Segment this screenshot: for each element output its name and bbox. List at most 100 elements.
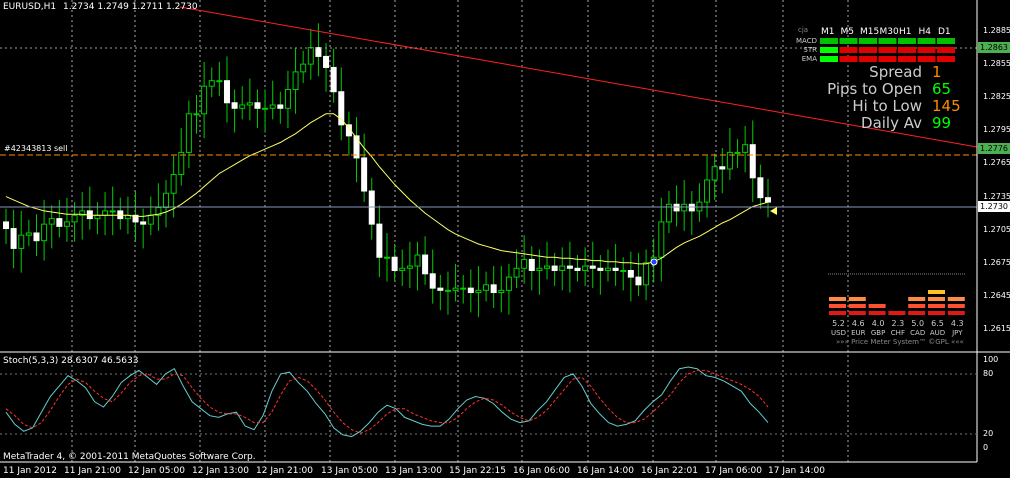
stoch-label: Stoch(5,3,3) 28.6307 46.5633 [3, 356, 139, 366]
candle-body [544, 265, 551, 269]
symbol-label: EURUSD,H1 [3, 2, 57, 12]
candle-body [559, 265, 566, 271]
candle-body [231, 102, 238, 109]
candle-body [140, 221, 147, 225]
meter-value-aud: 6.5 [931, 319, 944, 328]
candle-body [338, 91, 345, 126]
candle-body [490, 284, 497, 294]
candle-body [109, 210, 116, 213]
candle-body [292, 71, 299, 91]
time-axis-label: 17 Jan 14:00 [768, 466, 825, 476]
candle-body [170, 173, 177, 194]
stoch-main-line [5, 366, 769, 438]
candle-body [163, 192, 170, 209]
mtf-cell [917, 56, 936, 62]
mtf-cell [898, 56, 916, 62]
candle-body [315, 47, 322, 57]
meter-bar [868, 304, 886, 308]
mtf-cell [839, 56, 858, 62]
candle-body [673, 203, 680, 212]
stoch-axis-0: 0 [983, 443, 989, 452]
meter-value-jpy: 4.3 [950, 319, 964, 328]
candle-body [422, 254, 429, 275]
meter-bar [947, 311, 965, 315]
meter-bar [848, 304, 866, 308]
bid-arrow-icon [770, 207, 777, 215]
price-tag-bid: 1.2730 [978, 201, 1010, 212]
candle-body [368, 190, 375, 225]
trendline[interactable] [179, 6, 978, 148]
meter-bar [829, 297, 846, 301]
vertical-grid [71, 0, 849, 462]
time-axis-label: 11 Jan 2012 [3, 466, 57, 476]
candle-body [201, 85, 208, 115]
candle-body [551, 265, 558, 271]
candle-body [185, 113, 192, 153]
candle-body [208, 80, 215, 87]
stoch-axis-100: 100 [983, 355, 999, 364]
stoch-axis-20: 20 [983, 429, 994, 438]
candle-body [246, 102, 253, 106]
price-axis-label: 1.2855 [983, 59, 1010, 69]
mtf-timeframe-m30: M30 [879, 27, 899, 37]
mtf-title: cja [798, 26, 809, 34]
order-label: #42343813 sell [4, 144, 68, 153]
price-axis-label: 1.2795 [983, 125, 1010, 135]
candle-body [749, 144, 756, 179]
candle-body [437, 287, 444, 291]
meter-bar [928, 304, 945, 308]
meter-bar [848, 311, 866, 315]
price-axis-label: 1.2645 [983, 290, 1010, 300]
candle-body [216, 80, 223, 83]
candle-body [147, 214, 154, 225]
candle-body [239, 104, 246, 109]
price-axis-label: 1.2615 [983, 323, 1010, 333]
candle-body [452, 287, 459, 291]
candle-body [345, 124, 352, 137]
candle-body [56, 218, 63, 227]
meter-bar [888, 311, 906, 315]
ohlc-values: 1.2734 1.2749 1.2711 1.2730 [63, 2, 198, 12]
candle-body [79, 210, 86, 216]
info-value: 1 [932, 63, 942, 81]
mtf-row-label: STR [803, 46, 817, 54]
meter-bar [928, 311, 945, 315]
meter-value-gbp: 4.0 [871, 319, 885, 328]
candle-body [726, 151, 733, 170]
mtf-cell [937, 56, 955, 62]
info-value: 99 [932, 114, 952, 132]
candle-body [323, 55, 330, 68]
info-label: Hi to Low [852, 97, 922, 115]
info-label: Spread [869, 63, 922, 81]
candle-body [71, 214, 78, 223]
copyright-label: MetaTrader 4, © 2001-2011 MetaQuotes Sof… [3, 452, 256, 462]
mtf-cell [839, 47, 858, 53]
candle-body [48, 218, 55, 225]
candle-body [566, 265, 573, 269]
candle-body [94, 214, 101, 220]
candle-body [635, 276, 642, 286]
meter-value-chf: 2.3 [891, 319, 905, 328]
stoch-signal-line [5, 369, 769, 434]
meter-bar [868, 311, 886, 315]
candle-body [262, 107, 269, 110]
candle-body [574, 267, 581, 271]
candle-body [399, 267, 406, 271]
mtf-cell [898, 38, 916, 44]
candle-body [704, 179, 711, 203]
signal-marker-icon [650, 258, 658, 266]
candle-body [254, 102, 261, 109]
meter-bar [928, 290, 945, 294]
candle-body [223, 80, 230, 104]
time-axis-label: 16 Jan 14:00 [577, 466, 634, 476]
price-axis-label: 1.2765 [983, 158, 1010, 168]
candle-body [102, 210, 109, 216]
candle-body [711, 166, 718, 181]
mtf-cell [917, 47, 936, 53]
moving-average-line [5, 113, 769, 265]
time-axis-label: 17 Jan 06:00 [705, 466, 762, 476]
candle-body [429, 273, 436, 289]
mtf-cell [878, 47, 897, 53]
time-axis-label: 11 Jan 21:00 [64, 466, 121, 476]
